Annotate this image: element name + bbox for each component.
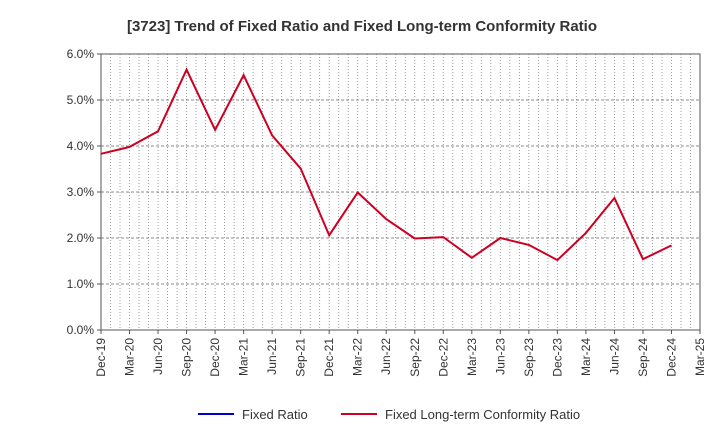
y-tick-label: 4.0% (67, 139, 95, 153)
x-tick-label: Sep-24 (636, 338, 650, 377)
x-tick-label: Sep-23 (522, 338, 536, 377)
series-line-1 (100, 67, 672, 262)
legend-label-1: Fixed Long-term Conformity Ratio (385, 407, 580, 422)
x-tick-label: Jun-20 (151, 338, 165, 375)
x-tick-label: Mar-24 (579, 338, 593, 376)
plot-border (100, 53, 701, 331)
x-tick-label: Mar-21 (237, 338, 251, 376)
y-tick-label: 6.0% (67, 47, 95, 61)
legend: Fixed Ratio Fixed Long-term Conformity Ra… (198, 407, 580, 422)
x-tick-label: Jun-22 (379, 338, 393, 375)
x-tick-label: Dec-23 (550, 338, 564, 377)
x-tick-label: Sep-20 (180, 338, 194, 377)
x-tick-label: Sep-21 (294, 338, 308, 377)
series-layer (100, 67, 672, 262)
x-tick-label: Dec-20 (208, 338, 222, 377)
x-tick-label: Mar-22 (351, 338, 365, 376)
x-tick-label: Dec-24 (664, 338, 678, 377)
x-axis-ticks: Dec-19 Mar-20 Jun-20 Sep-20 Dec-20 Mar-21 Jun-… (94, 330, 707, 377)
y-tick-label: 5.0% (67, 93, 95, 107)
chart-title: [3723] Trend of Fixed Ratio and Fixed Lo… (127, 18, 597, 35)
x-tick-label: Sep-22 (408, 338, 422, 377)
x-tick-label: Mar-25 (693, 338, 707, 376)
x-tick-label: Dec-21 (322, 338, 336, 377)
x-tick-label: Jun-23 (493, 338, 507, 375)
y-tick-label: 3.0% (67, 185, 95, 199)
y-axis-ticks: 0.0% 1.0% 2.0% 3.0% 4.0% 5.0% 6.0% (67, 47, 101, 337)
x-tick-label: Jun-21 (265, 338, 279, 375)
y-tick-label: 0.0% (67, 323, 95, 337)
legend-label-0: Fixed Ratio (242, 407, 308, 422)
x-tick-label: Mar-20 (123, 338, 137, 376)
x-tick-label: Mar-23 (465, 338, 479, 376)
x-tick-label: Dec-19 (94, 338, 108, 377)
x-tick-label: Dec-22 (436, 338, 450, 377)
y-tick-label: 1.0% (67, 277, 95, 291)
y-tick-label: 2.0% (67, 231, 95, 245)
grid (101, 53, 700, 330)
plot-frame (100, 53, 701, 331)
x-tick-label: Jun-24 (607, 338, 621, 375)
